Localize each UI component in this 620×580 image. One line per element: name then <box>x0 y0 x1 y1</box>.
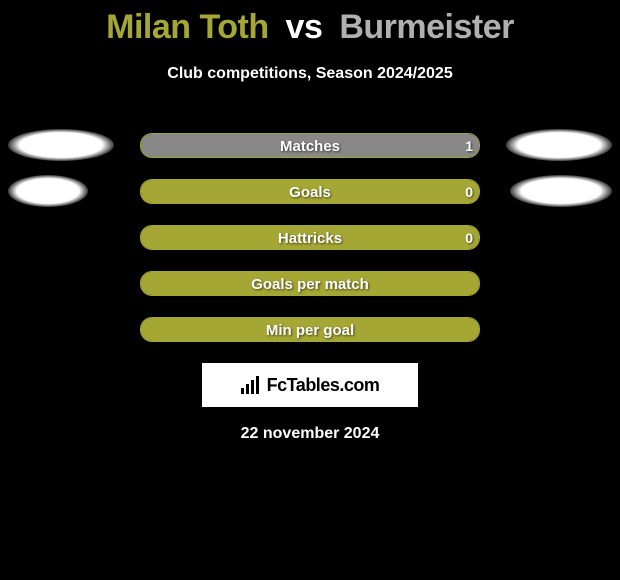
comparison-title: Milan Toth vs Burmeister <box>0 0 620 47</box>
stats-chart: Matches1Goals0Hattricks0Goals per matchM… <box>0 133 620 343</box>
date-label: 22 november 2024 <box>0 425 620 443</box>
stat-bar-container: Min per goal <box>140 317 480 342</box>
player1-photo <box>8 175 88 207</box>
bar-chart-icon <box>241 376 263 394</box>
vs-text: vs <box>286 8 323 46</box>
stat-row: Goals0 <box>0 179 620 205</box>
stat-bar-container: Goals0 <box>140 179 480 204</box>
stat-bar-container: Goals per match <box>140 271 480 296</box>
stat-label: Goals per match <box>141 272 479 296</box>
logo-text: FcTables.com <box>267 375 380 396</box>
stat-bar-container: Hattricks0 <box>140 225 480 250</box>
stat-bar-container: Matches1 <box>140 133 480 158</box>
stat-label: Goals <box>141 180 479 204</box>
stat-row: Goals per match <box>0 271 620 297</box>
stat-value-p2: 0 <box>465 226 473 250</box>
stat-label: Matches <box>141 134 479 158</box>
player2-name: Burmeister <box>339 8 514 46</box>
player2-photo <box>506 129 612 161</box>
stat-label: Min per goal <box>141 318 479 342</box>
player1-name: Milan Toth <box>106 8 268 46</box>
stat-row: Matches1 <box>0 133 620 159</box>
stat-row: Min per goal <box>0 317 620 343</box>
stat-value-p2: 0 <box>465 180 473 204</box>
player1-photo <box>8 129 114 161</box>
subtitle: Club competitions, Season 2024/2025 <box>0 65 620 83</box>
stat-label: Hattricks <box>141 226 479 250</box>
player2-photo <box>510 175 612 207</box>
stat-row: Hattricks0 <box>0 225 620 251</box>
fctables-logo: FcTables.com <box>202 363 418 407</box>
stat-value-p2: 1 <box>465 134 473 158</box>
